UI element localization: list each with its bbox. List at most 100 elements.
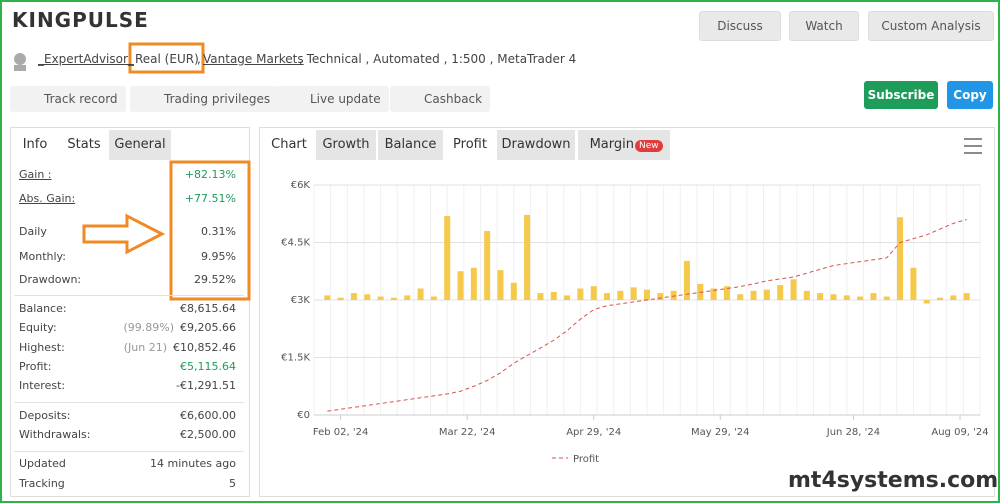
stat-value: 0.31% [201,225,236,238]
bar [750,290,757,300]
separator [14,295,244,296]
badge: Cashback [390,86,491,112]
stat-value: €9,205.66 [180,321,236,334]
bar [457,271,464,300]
bar [803,290,810,300]
header-button[interactable]: Custom Analysis [868,11,994,41]
stat-label: Abs. Gain: [19,192,76,205]
stats-tab[interactable]: Stats [59,130,109,160]
chart-tab[interactable]: Chart [264,130,314,160]
y-tick-label: €4.5K [281,238,310,249]
new-badge: New [635,140,663,152]
stat-label: Updated [19,457,66,470]
profit-line [327,219,967,412]
stat-label: Equity: [19,321,57,334]
bar [364,294,371,300]
bar [564,295,571,300]
bar [644,289,650,300]
chart-tab[interactable]: Growth [316,130,376,160]
stat-value: 29.52% [194,273,236,286]
stat-label: Withdrawals: [19,428,91,441]
bar [710,288,717,300]
bar [723,286,730,300]
highlight-box [128,42,205,74]
user-icon [14,65,26,71]
y-tick-label: €1.5K [281,353,310,364]
stat-value: €10,852.46 [173,341,236,354]
chart-tab[interactable]: Profit [445,130,495,160]
stat-label: Drawdown: [19,273,82,286]
x-tick-label: Mar 22, '24 [439,427,496,438]
bar [630,287,637,300]
separator: , [197,52,201,66]
header-button[interactable]: Discuss [699,11,781,41]
chart-tab[interactable]: Balance [378,130,443,160]
stat-value: €2,500.00 [180,428,236,441]
bar [817,293,824,300]
stat-value: +82.13% [184,168,236,181]
bar [577,288,584,300]
header-button[interactable]: Watch [789,11,859,41]
bar [444,216,451,300]
chart-panel [259,127,995,497]
bar [763,289,770,300]
badge: Live update [276,86,389,112]
bar [484,231,491,300]
stats-panel [10,127,250,497]
bar [390,297,397,300]
user-link[interactable]: _ExpertAdvisor_ [38,52,134,66]
stat-label: Highest: [19,341,65,354]
bar [510,282,517,300]
stat-label: Deposits: [19,409,71,422]
stat-value: -€1,291.51 [176,379,236,392]
stats-tab[interactable]: General [109,130,171,160]
stat-label: Monthly: [19,250,66,263]
bar [883,296,890,300]
bar [937,297,944,300]
legend-label: Profit [573,454,599,465]
bar [617,290,624,300]
bar [923,300,930,304]
stat-label: Balance: [19,302,67,315]
x-tick-label: Apr 29, '24 [566,427,621,438]
broker-link[interactable]: Vantage Markets [203,52,304,66]
badge: Track record [10,86,126,112]
bar [950,295,957,300]
bar [417,288,424,300]
stat-value: +77.51% [184,192,236,205]
bar [963,293,970,300]
stat-value: €8,615.64 [180,302,236,315]
stat-label: Interest: [19,379,66,392]
bar [604,293,611,300]
chart-tab[interactable]: Drawdown [497,130,575,160]
settings-icon [964,138,982,154]
page-title: KINGPULSE [12,8,149,32]
bar [430,296,437,300]
account-type: Real (EUR) [135,52,199,66]
stat-label: Profit: [19,360,52,373]
account-details: , Technical , Automated , 1:500 , MetaTr… [299,52,577,66]
bar [470,267,477,300]
stat-label: Daily [19,225,47,238]
bar [590,286,597,300]
watermark: mt4systems.com [788,468,999,493]
stat-label: Gain : [19,168,52,181]
bar [830,294,837,300]
bar [777,285,784,300]
bar [657,293,664,300]
bar [857,296,864,300]
highlight-box [169,160,251,301]
badge: Trading privileges [130,86,279,112]
copy-button[interactable]: Copy [947,81,993,109]
x-tick-label: Aug 09, '24 [931,427,988,438]
separator [14,451,244,452]
x-tick-label: Feb 02, '24 [313,427,368,438]
bar [790,279,797,300]
separator [14,402,244,403]
stats-tab[interactable]: Info [11,130,59,160]
bar [377,296,384,300]
bar [550,291,557,300]
subscribe-button[interactable]: Subscribe [864,81,938,109]
